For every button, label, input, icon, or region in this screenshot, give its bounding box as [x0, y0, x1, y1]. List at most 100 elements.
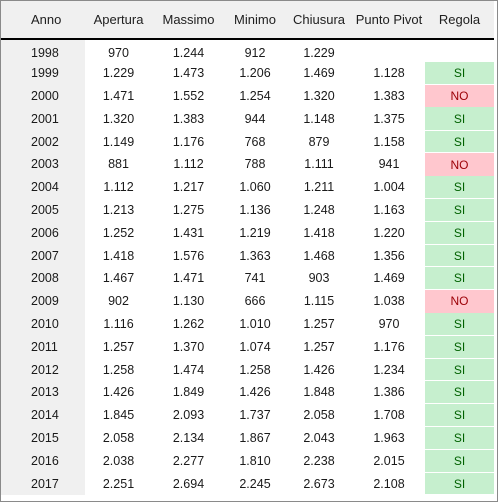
cell-anno[interactable]: 2015	[1, 426, 85, 450]
cell-regola[interactable]: SI	[425, 403, 494, 428]
cell-apertura[interactable]: 1.213	[102, 202, 135, 217]
cell-chiusura[interactable]: 1.229	[303, 45, 335, 60]
cell-chiusura[interactable]: 1.418	[303, 225, 335, 240]
cell-minimo[interactable]: 1.810	[239, 453, 271, 468]
cell-massimo[interactable]: 1.552	[172, 88, 205, 103]
cell-apertura[interactable]: 2.058	[102, 430, 135, 445]
cell-massimo[interactable]: 1.262	[172, 316, 205, 331]
cell-apertura[interactable]: 1.257	[102, 339, 135, 354]
cell-chiusura[interactable]: 1.848	[303, 385, 335, 400]
cell-regola[interactable]: SI	[425, 426, 494, 450]
cell-massimo[interactable]: 1.275	[172, 202, 205, 217]
cell-anno[interactable]: 2010	[1, 312, 85, 336]
cell-punto-pivot[interactable]: 1.128	[373, 66, 405, 81]
cell-chiusura[interactable]: 1.257	[303, 339, 335, 354]
cell-anno[interactable]: 2011	[1, 335, 85, 359]
cell-anno[interactable]: 2006	[1, 221, 85, 245]
cell-punto-pivot[interactable]: 2.108	[373, 476, 405, 491]
cell-massimo[interactable]: 1.849	[172, 385, 205, 400]
cell-chiusura[interactable]: 2.043	[303, 430, 335, 445]
cell-minimo[interactable]: 1.258	[239, 362, 271, 377]
cell-minimo[interactable]: 1.074	[239, 339, 271, 354]
cell-apertura[interactable]: 1.845	[102, 408, 135, 423]
cell-chiusura[interactable]: 2.238	[303, 453, 335, 468]
cell-anno[interactable]: 2012	[1, 358, 85, 381]
header-regola[interactable]: Regola	[425, 1, 494, 40]
cell-chiusura[interactable]: 879	[308, 134, 330, 149]
cell-punto-pivot[interactable]: 1.963	[373, 430, 405, 445]
cell-regola[interactable]: SI	[425, 312, 494, 336]
cell-chiusura[interactable]: 1.257	[303, 316, 335, 331]
cell-apertura[interactable]: 881	[108, 157, 129, 172]
cell-minimo[interactable]: 1.010	[239, 316, 271, 331]
cell-punto-pivot[interactable]: 1.004	[373, 180, 405, 195]
cell-regola[interactable]: SI	[425, 244, 494, 268]
cell-regola[interactable]: NO	[425, 84, 494, 108]
cell-chiusura[interactable]: 903	[308, 271, 330, 286]
cell-massimo[interactable]: 1.130	[172, 294, 205, 309]
cell-punto-pivot[interactable]: 1.375	[373, 111, 405, 126]
cell-punto-pivot[interactable]: 1.383	[373, 88, 405, 103]
cell-apertura[interactable]: 1.112	[103, 180, 134, 195]
cell-chiusura[interactable]: 1.115	[303, 294, 335, 309]
cell-apertura[interactable]: 2.038	[102, 453, 135, 468]
cell-regola[interactable]: SI	[425, 107, 494, 131]
cell-minimo[interactable]: 2.245	[239, 476, 271, 491]
cell-regola[interactable]: SI	[425, 472, 494, 496]
cell-apertura[interactable]: 1.252	[102, 225, 135, 240]
cell-apertura[interactable]: 902	[108, 294, 129, 309]
header-chiusura[interactable]: Chiusura	[285, 1, 353, 40]
cell-chiusura[interactable]: 1.468	[303, 248, 335, 263]
cell-minimo[interactable]: 944	[244, 111, 266, 126]
cell-massimo[interactable]: 1.473	[172, 66, 205, 81]
cell-minimo[interactable]: 768	[244, 134, 266, 149]
header-anno[interactable]: Anno	[1, 1, 85, 40]
cell-punto-pivot[interactable]: 2.015	[373, 453, 405, 468]
cell-regola[interactable]: SI	[425, 335, 494, 359]
cell-anno[interactable]: 2002	[1, 130, 85, 153]
cell-massimo[interactable]: 1.176	[172, 134, 205, 149]
cell-punto-pivot[interactable]	[353, 39, 425, 62]
cell-minimo[interactable]: 666	[244, 294, 266, 309]
cell-apertura[interactable]: 970	[108, 45, 129, 60]
cell-anno[interactable]: 2016	[1, 449, 85, 473]
cell-chiusura[interactable]: 2.058	[303, 408, 335, 423]
cell-punto-pivot[interactable]: 1.469	[373, 271, 405, 286]
cell-anno[interactable]: 2007	[1, 244, 85, 267]
cell-massimo[interactable]: 1.217	[172, 180, 205, 195]
cell-anno[interactable]: 2000	[1, 84, 85, 108]
cell-punto-pivot[interactable]: 1.220	[373, 225, 405, 240]
cell-punto-pivot[interactable]: 1.176	[373, 339, 405, 354]
cell-regola[interactable]: SI	[425, 61, 494, 86]
cell-minimo[interactable]: 1.254	[239, 88, 271, 103]
cell-massimo[interactable]: 1.471	[172, 271, 205, 286]
cell-regola[interactable]: SI	[425, 358, 494, 382]
cell-minimo[interactable]: 1.060	[239, 180, 271, 195]
cell-chiusura[interactable]: 1.426	[303, 362, 335, 377]
cell-punto-pivot[interactable]: 1.038	[373, 294, 405, 309]
cell-anno[interactable]: 2004	[1, 175, 85, 199]
header-apertura[interactable]: Apertura	[85, 1, 152, 40]
cell-chiusura[interactable]: 1.469	[303, 66, 335, 81]
cell-anno[interactable]: 2001	[1, 107, 85, 131]
cell-massimo[interactable]: 1.383	[172, 111, 205, 126]
cell-chiusura[interactable]: 1.211	[303, 180, 335, 195]
cell-minimo[interactable]: 1.426	[239, 385, 271, 400]
cell-anno[interactable]: 2017	[1, 472, 85, 495]
cell-minimo[interactable]: 788	[244, 157, 266, 172]
header-minimo[interactable]: Minimo	[225, 1, 285, 40]
cell-apertura[interactable]: 1.258	[102, 362, 135, 377]
header-massimo[interactable]: Massimo	[152, 1, 225, 40]
cell-minimo[interactable]: 1.206	[239, 66, 271, 81]
cell-massimo[interactable]: 2.134	[172, 430, 205, 445]
cell-apertura[interactable]: 1.426	[102, 385, 135, 400]
cell-apertura[interactable]: 1.116	[103, 316, 134, 331]
cell-apertura[interactable]: 1.320	[102, 111, 135, 126]
cell-regola[interactable]: SI	[425, 221, 494, 245]
cell-apertura[interactable]: 1.418	[102, 248, 135, 263]
cell-massimo[interactable]: 1.474	[172, 362, 205, 377]
cell-anno[interactable]: 2009	[1, 289, 85, 313]
cell-minimo[interactable]: 1.363	[239, 248, 271, 263]
cell-punto-pivot[interactable]: 1.386	[373, 385, 405, 400]
cell-regola[interactable]: SI	[425, 130, 494, 154]
